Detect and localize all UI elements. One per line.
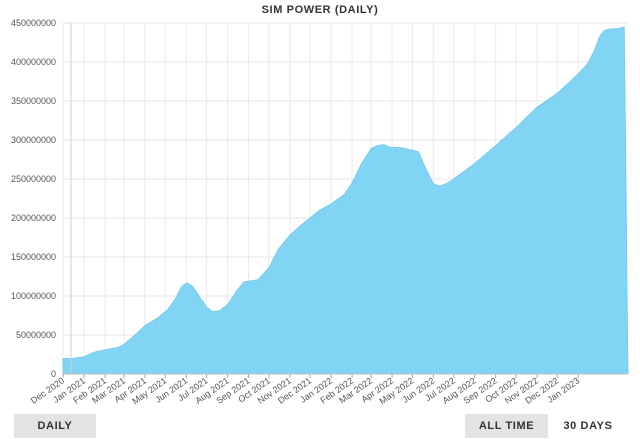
y-tick-label: 300000000 bbox=[11, 135, 56, 145]
daily-button[interactable]: DAILY bbox=[14, 414, 96, 438]
y-tick-label: 450000000 bbox=[11, 18, 56, 28]
y-tick-label: 0 bbox=[51, 369, 56, 379]
y-tick-label: 150000000 bbox=[11, 252, 56, 262]
area-layer bbox=[62, 23, 629, 375]
y-tick-label: 250000000 bbox=[11, 174, 56, 184]
area-chart: 0 50000000 100000000 150000000 200000000 2500… bbox=[11, 18, 629, 406]
chart-title: SIM POWER (DAILY) bbox=[261, 4, 379, 16]
y-tick-label: 100000000 bbox=[11, 291, 56, 301]
y-tick-label: 350000000 bbox=[11, 96, 56, 106]
y-tick-label: 50000000 bbox=[16, 330, 56, 340]
all-time-button[interactable]: ALL TIME bbox=[465, 414, 548, 438]
y-tick-label: 200000000 bbox=[11, 213, 56, 223]
area-series bbox=[62, 26, 629, 375]
30-days-button[interactable]: 30 DAYS bbox=[563, 420, 613, 432]
y-axis: 0 50000000 100000000 150000000 200000000 2500… bbox=[11, 18, 72, 379]
daily-bar-stripes bbox=[65, 23, 628, 374]
y-tick-label: 400000000 bbox=[11, 57, 56, 67]
